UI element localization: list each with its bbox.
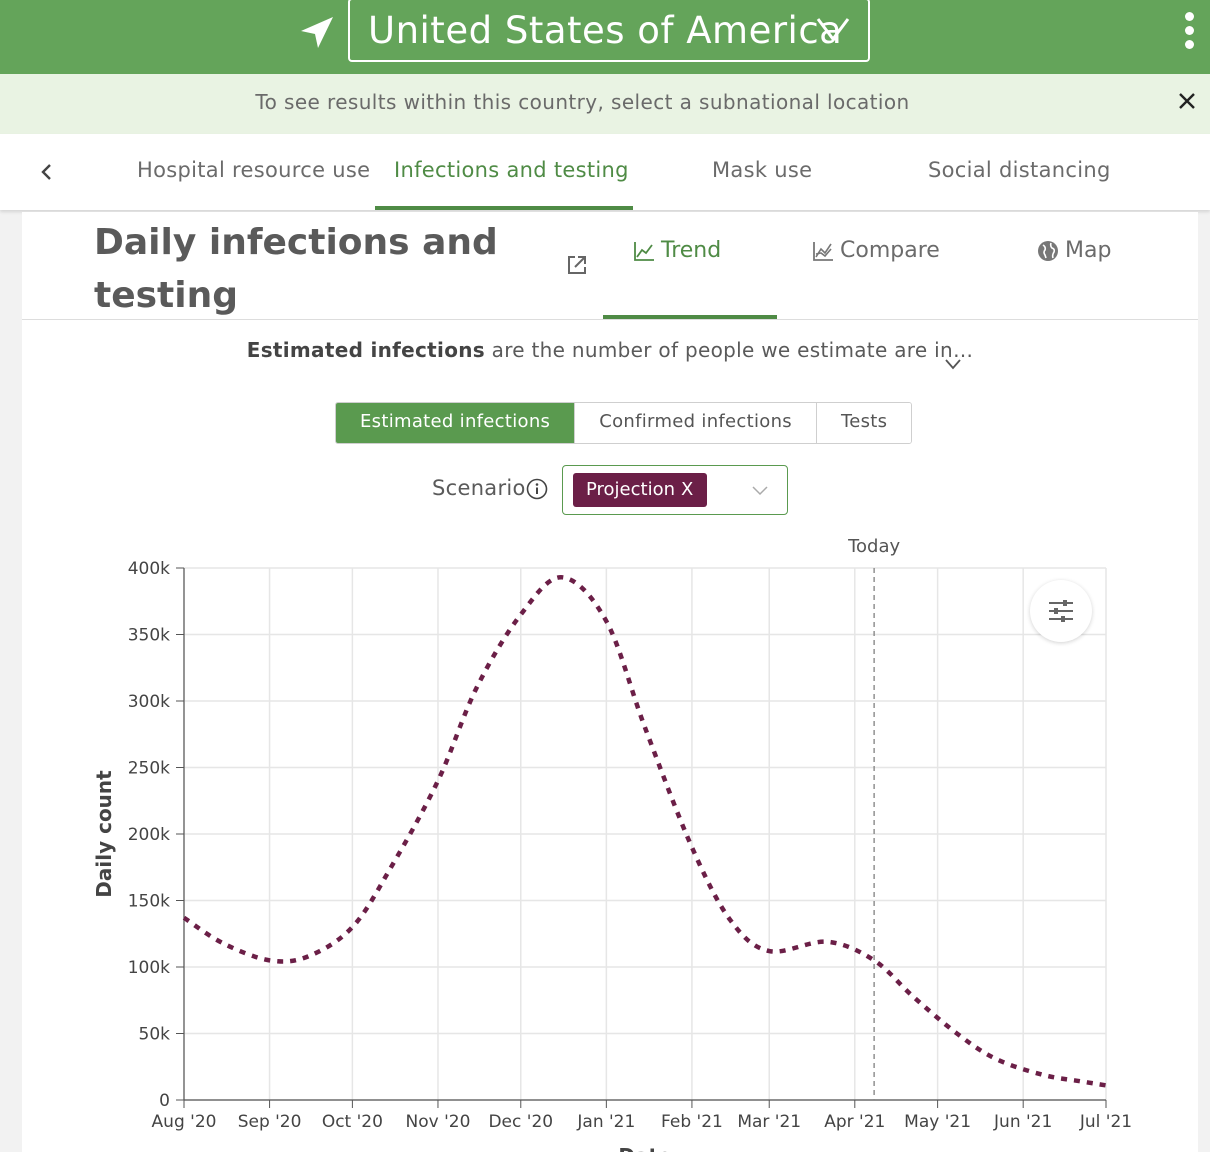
y-tick-label: 350k xyxy=(128,626,170,646)
globe-icon xyxy=(1038,240,1058,261)
tab-social-distancing[interactable]: Social distancing xyxy=(928,158,1111,182)
y-tick-label: 250k xyxy=(128,759,170,779)
chevron-left-icon[interactable] xyxy=(36,160,58,184)
page-title: Daily infections and testing xyxy=(94,216,514,322)
tab-compare[interactable]: Compare xyxy=(812,238,940,263)
scenario-label: Scenario xyxy=(432,476,526,500)
x-tick-label: Mar '21 xyxy=(737,1112,801,1132)
x-tick-label: May '21 xyxy=(904,1112,971,1132)
metric-toggle: Estimated infections Confirmed infection… xyxy=(335,402,913,444)
x-tick-label: Jun '21 xyxy=(993,1112,1052,1132)
category-tabs: Hospital resource use Infections and tes… xyxy=(0,134,1210,210)
tab-hospital-resource-use[interactable]: Hospital resource use xyxy=(137,158,371,182)
tab-infections-and-testing[interactable]: Infections and testing xyxy=(394,158,629,182)
notice-text: To see results within this country, sele… xyxy=(255,90,910,114)
active-view-indicator xyxy=(603,315,777,319)
y-tick-label: 300k xyxy=(128,692,170,712)
x-tick-label: Jan '21 xyxy=(576,1112,635,1132)
card-header: Daily infections and testing Trend Compa… xyxy=(22,212,1198,320)
tab-map[interactable]: Map xyxy=(1037,238,1111,263)
y-tick-label: 400k xyxy=(128,559,170,579)
y-tick-label: 200k xyxy=(128,825,170,845)
subnational-notice: To see results within this country, sele… xyxy=(0,74,1210,134)
top-bar: United States of America xyxy=(0,0,1210,74)
page-title-line2: testing xyxy=(94,275,238,316)
x-tick-label: Feb '21 xyxy=(661,1112,723,1132)
x-tick-label: Apr '21 xyxy=(824,1112,885,1132)
y-tick-label: 50k xyxy=(139,1025,171,1045)
line-chart-icon xyxy=(634,241,654,261)
x-tick-label: Nov '20 xyxy=(406,1112,471,1132)
tab-compare-label: Compare xyxy=(840,238,940,263)
series-line xyxy=(182,575,1107,1088)
x-tick-label: Oct '20 xyxy=(322,1112,383,1132)
tab-trend-label: Trend xyxy=(661,238,722,263)
tab-trend[interactable]: Trend xyxy=(633,238,721,263)
y-tick-label: 150k xyxy=(128,892,170,912)
country-select[interactable]: United States of America xyxy=(348,0,870,62)
y-tick-label: 0 xyxy=(159,1091,170,1111)
info-icon[interactable] xyxy=(526,478,548,500)
sliders-icon xyxy=(1049,600,1073,622)
today-label: Today xyxy=(847,536,900,557)
chevron-down-icon xyxy=(816,18,850,42)
page-title-line1: Daily infections and xyxy=(94,222,498,263)
scenario-chip: Projection X xyxy=(573,473,707,507)
close-icon[interactable] xyxy=(1172,86,1202,116)
chip-remove-button[interactable]: X xyxy=(681,479,694,500)
scenario-chip-label: Projection xyxy=(586,479,676,500)
chart-settings-button[interactable] xyxy=(1030,580,1092,642)
x-tick-label: Jul '21 xyxy=(1079,1112,1132,1132)
y-tick-label: 100k xyxy=(128,958,170,978)
tests-button[interactable]: Tests xyxy=(816,403,912,443)
metric-description[interactable]: Estimated infections are the number of p… xyxy=(22,338,1198,362)
country-select-value: United States of America xyxy=(368,9,843,52)
chevron-down-icon xyxy=(752,486,768,496)
more-menu-icon[interactable] xyxy=(1180,12,1198,56)
x-tick-label: Dec '20 xyxy=(488,1112,553,1132)
x-tick-label: Aug '20 xyxy=(152,1112,217,1132)
external-link-icon[interactable] xyxy=(566,254,588,276)
y-axis-title: Daily count xyxy=(92,770,116,898)
compare-chart-icon xyxy=(813,241,833,261)
estimated-infections-button[interactable]: Estimated infections xyxy=(336,403,576,443)
tab-mask-use[interactable]: Mask use xyxy=(712,158,813,182)
tab-map-label: Map xyxy=(1065,238,1112,263)
location-arrow-icon[interactable] xyxy=(298,14,336,52)
description-bold: Estimated infections xyxy=(246,338,485,362)
x-tick-label: Sep '20 xyxy=(238,1112,302,1132)
active-tab-indicator xyxy=(375,206,633,210)
description-text: are the number of people we estimate are… xyxy=(484,338,974,362)
x-axis-title: Date xyxy=(618,1144,671,1152)
confirmed-infections-button[interactable]: Confirmed infections xyxy=(575,403,817,443)
chevron-down-icon[interactable] xyxy=(944,358,962,370)
scenario-select[interactable]: Projection X xyxy=(562,465,788,515)
